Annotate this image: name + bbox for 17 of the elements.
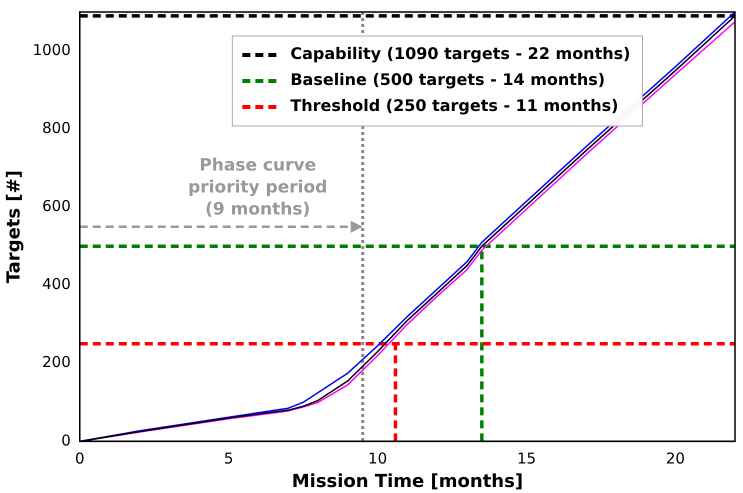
y-tick-label: 1000: [32, 40, 71, 59]
x-axis-title: Mission Time [months]: [292, 470, 524, 492]
annotation: Phase curve priority period (9 months): [188, 156, 328, 220]
x-tick-label: 20: [666, 449, 685, 468]
legend-label: Capability (1090 targets - 22 months): [290, 44, 630, 64]
x-tick-label: 5: [224, 449, 234, 468]
y-tick-label: 200: [42, 353, 71, 372]
x-tick-label: 0: [75, 449, 85, 468]
x-tick-label: 15: [516, 449, 536, 468]
y-tick-label: 400: [42, 275, 71, 294]
y-axis-title: Targets [#]: [3, 170, 24, 284]
legend-label: Threshold (250 targets - 11 months): [290, 96, 618, 116]
y-tick-label: 800: [42, 119, 71, 137]
legend-label: Baseline (500 targets - 14 months): [290, 70, 606, 90]
y-tick-label: 600: [42, 197, 71, 216]
x-tick-label: 10: [368, 449, 388, 468]
y-tick-label: 0: [61, 431, 71, 450]
